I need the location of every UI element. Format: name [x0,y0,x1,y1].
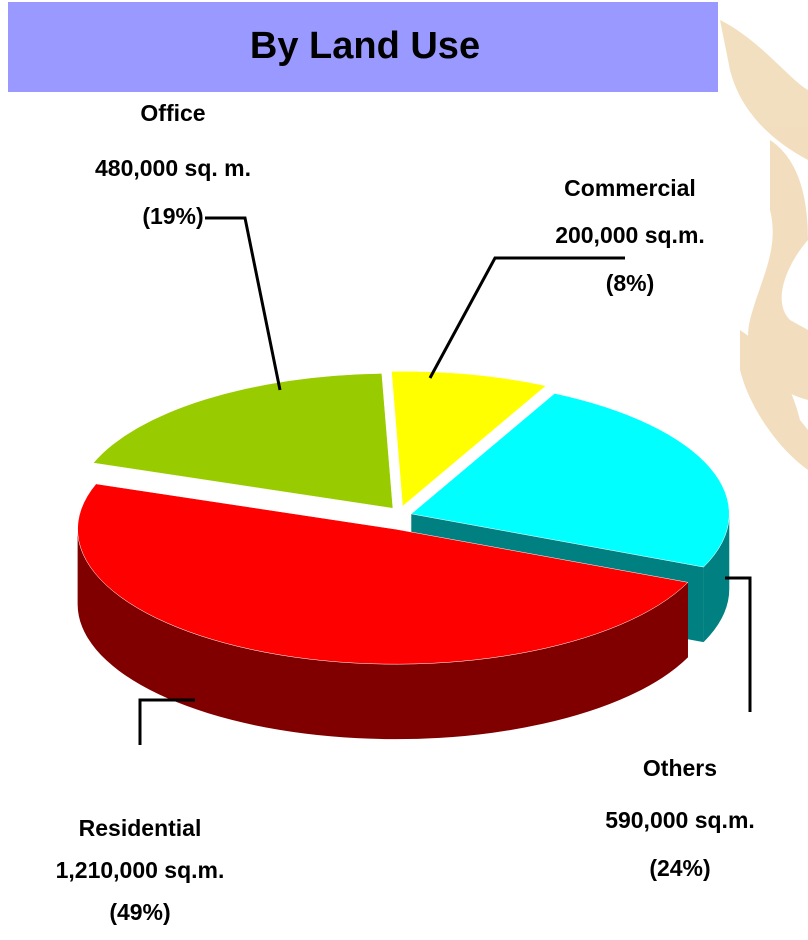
leader-line [725,576,752,712]
background-decoration [720,20,808,470]
value-label: (49%) [109,899,170,925]
pie-slice [410,393,730,568]
category-label: Others [643,755,717,781]
area-label: 480,000 sq. m. [95,155,251,181]
area-label: 200,000 sq.m. [555,222,705,248]
pie-slice [77,483,689,665]
leader-line [428,256,625,379]
chart-title: By Land Use [250,25,480,67]
leader-line [205,216,282,391]
area-label: 590,000 sq.m. [605,807,755,833]
area-label: 1,210,000 sq.m. [56,857,225,883]
leader-line [138,698,195,745]
value-label: (24%) [649,855,710,881]
pie-tops [77,371,730,665]
category-label: Residential [79,815,202,841]
slice-side [77,529,688,740]
slice-side [703,513,730,643]
pie-slice [391,371,547,507]
category-label: Office [140,100,205,126]
labels: Residential 1,210,000 sq.m. (49%) Office 480… [56,100,755,925]
value-label: (8%) [606,270,655,296]
value-label: (19%) [142,203,203,229]
category-label: Commercial [564,175,696,201]
title-box [8,2,718,92]
pie-slice [92,373,394,509]
